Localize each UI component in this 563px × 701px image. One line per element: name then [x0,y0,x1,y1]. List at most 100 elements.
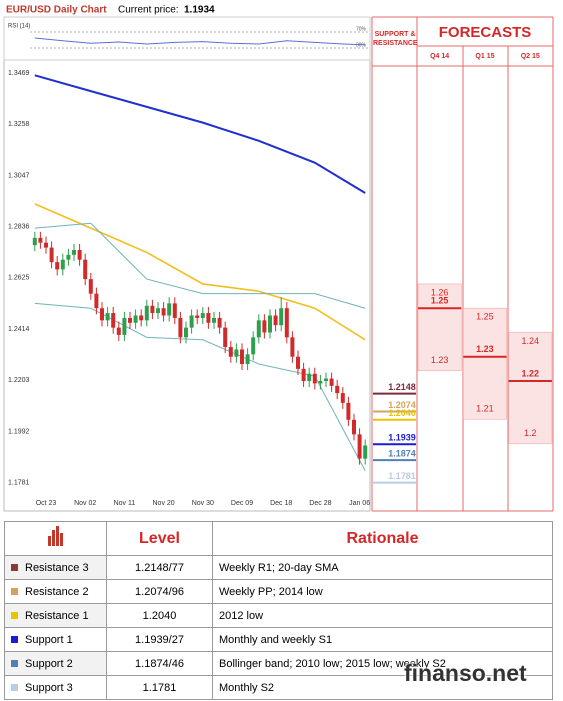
y-tick-label: 1.1781 [8,479,30,486]
forecasts-title: FORECASTS [439,24,532,41]
levels-table: Level Rationale Resistance 3 1.2148/77 Wee… [4,521,553,700]
candle-body [240,349,244,365]
forecast-high: 1.26 [431,287,449,297]
candle-body [161,308,166,316]
row-swatch [11,659,18,667]
table-cell: Support 1 [4,627,107,652]
candle-body [55,262,60,270]
candle-body [77,249,82,260]
current-price: 1.1934 [184,5,215,16]
candle-body [318,380,323,384]
candle-body [139,315,144,321]
row-swatch [11,563,18,571]
cell-text: Support 1 [25,633,73,646]
row-swatch [11,587,18,595]
y-tick-label: 1.2836 [8,224,30,231]
chart: EUR/USD Daily Chart Current price: 1.193… [3,5,554,512]
chart-title: EUR/USD Daily Chart [6,5,107,16]
forecast-range [462,307,507,420]
cell-text: 2012 low [219,609,264,622]
row-swatch [11,611,18,619]
forecast-low: 1.2 [524,428,537,438]
y-tick-label: 1.1992 [8,428,30,435]
icon [47,526,63,546]
candle-body [32,237,37,246]
candle-body [307,373,312,381]
cell-text: 1.1781 [142,681,177,694]
forecast-range [508,332,553,444]
x-tick-label: Dec 09 [231,500,253,507]
candle-body [273,315,278,326]
candle-body [212,317,216,323]
candle-body [150,305,155,314]
level-label: 1.1939 [388,433,416,443]
candle-body [251,337,256,355]
cell-text: Support 2 [25,657,73,670]
y-tick-label: 1.3469 [8,70,30,77]
candle-body [217,317,222,328]
cell-text: 1.2040 [142,609,177,622]
candle-body [268,315,272,333]
candle-body [83,259,88,280]
candle-body [111,313,116,328]
cell-text: Bollinger band; 2010 low; 2015 low; week… [219,657,446,670]
table-cell: Weekly R1; 20-day SMA [212,555,553,580]
level-label: 1.1781 [388,471,416,481]
cell-text: Resistance 2 [25,585,89,598]
x-tick-label: Oct 23 [36,500,57,507]
rsi-tick-label: 30% [356,42,367,48]
x-tick-label: Dec 28 [309,500,331,507]
rsi-line [34,37,366,46]
candle-body [156,308,160,314]
candle-body [172,303,177,318]
candle-body [262,320,267,333]
cell-text: 1.2074/96 [135,585,184,598]
forecast-period: Q2 15 [521,53,540,60]
cell-text: Monthly and weekly S1 [219,633,333,646]
y-tick-label: 1.3258 [8,121,30,128]
table-cell: Support 2 [4,651,107,676]
table-cell: Monthly S2 [212,675,553,700]
cell-text: Weekly R1; 20-day SMA [219,561,339,574]
candle-body [290,337,295,357]
table-row: Resistance 1 1.2040 2012 low [4,603,553,628]
candle-body [195,315,200,318]
table-row: Resistance 3 1.2148/77 Weekly R1; 20-day S… [4,555,553,580]
candle-body [301,368,306,381]
table-cell: 2012 low [212,603,553,628]
candle-body [340,393,345,403]
y-tick-label: 1.2414 [8,326,30,333]
cell-text: Support 3 [25,681,73,694]
candle-body [128,317,132,323]
level-label: 1.2074 [388,400,416,410]
rsi-tick-label: 70% [356,26,367,32]
y-tick-label: 1.3047 [8,172,30,179]
rsi-frame [3,16,371,61]
candle-body [122,317,127,335]
panel-grid [371,16,554,512]
candle-body [105,313,110,321]
candle-body [329,378,334,386]
candle-body [60,259,65,270]
forecast-high: 1.25 [476,312,494,322]
watermark: finanso.net [404,660,527,686]
icon-cell [4,521,107,556]
candle-body [144,305,149,321]
cell-text: Resistance 1 [25,609,89,622]
candle-body [346,402,351,420]
cell-text: 1.2148/77 [135,561,184,574]
overlay-line [34,302,366,471]
row-swatch [11,635,18,643]
forecast-low: 1.23 [431,355,449,365]
y-tick-label: 1.2625 [8,275,30,282]
table-cell: Bollinger band; 2010 low; 2015 low; week… [212,651,553,676]
cell-text: Weekly PP; 2014 low [219,585,323,598]
table-cell: Resistance 1 [4,603,107,628]
candle-body [100,308,104,321]
candle-body [116,327,121,335]
candle-body [94,293,99,309]
header-cell: Rationale [212,521,553,556]
level-label: 1.1874 [388,448,416,458]
table-row: Support 2 1.1874/46 Bollinger band; 2010 l… [4,651,553,676]
